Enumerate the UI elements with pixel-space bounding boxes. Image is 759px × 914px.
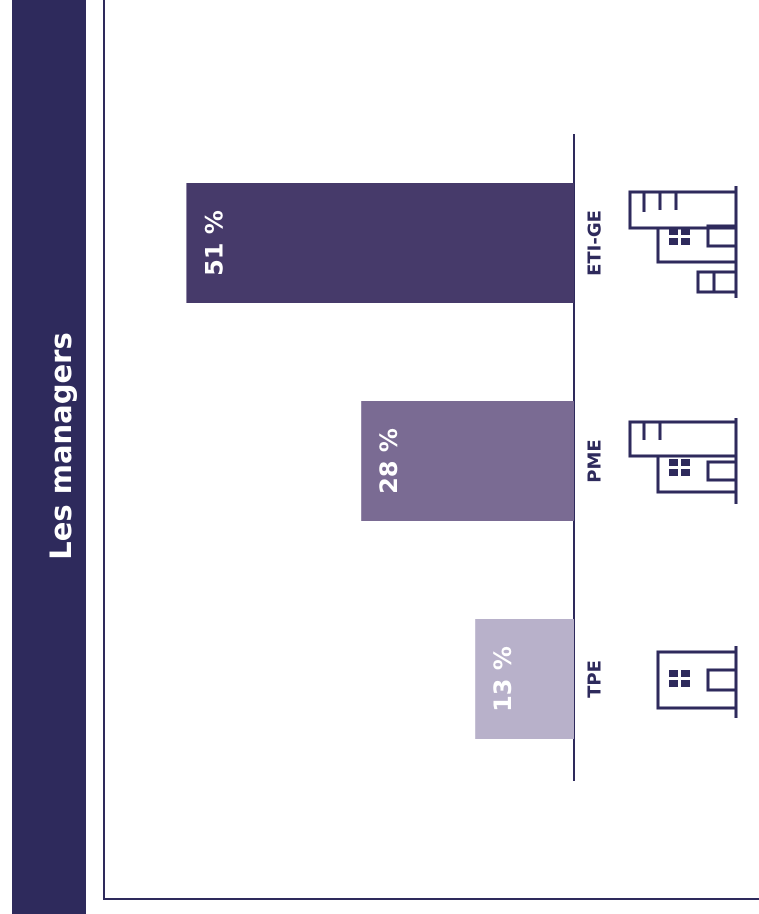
bar-value-label: 28 %	[375, 428, 403, 494]
sidebar: Les managers	[12, 0, 86, 914]
category-label: TPE	[585, 660, 606, 698]
bar-pme	[361, 401, 574, 521]
category-label: PME	[585, 439, 606, 482]
bar-value-label: 13 %	[489, 646, 517, 712]
medium-buildings-icon	[628, 418, 738, 504]
large-buildings-icon	[628, 186, 738, 298]
frame-bottom-border	[103, 898, 759, 900]
category-label: ETI-GE	[585, 210, 606, 276]
small-building-icon	[656, 646, 738, 718]
bar-value-label: 51 %	[200, 210, 228, 276]
bar-tpe	[475, 619, 574, 739]
frame-left-border	[103, 0, 105, 900]
bar-eti-ge	[186, 183, 574, 303]
